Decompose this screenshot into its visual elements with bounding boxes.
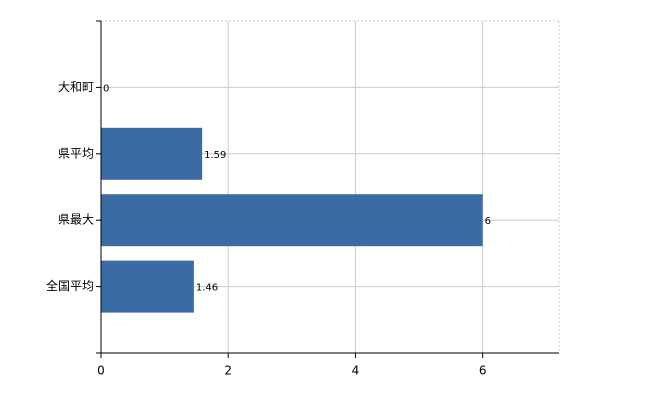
x-tick-label: 6 — [479, 364, 487, 378]
value-label: 6 — [485, 216, 491, 227]
x-tick-label: 0 — [97, 364, 105, 378]
y-tick-label: 県最大 — [58, 213, 94, 227]
x-tick-label: 2 — [224, 364, 232, 378]
y-tick-label: 県平均 — [58, 146, 94, 160]
bar — [101, 260, 194, 313]
value-label: 0 — [103, 83, 109, 94]
bar — [101, 194, 483, 247]
x-tick-label: 4 — [352, 364, 360, 378]
bar — [101, 127, 203, 180]
value-label: 1.59 — [204, 150, 226, 161]
value-label: 1.46 — [196, 283, 218, 294]
y-tick-label: 大和町 — [58, 80, 94, 94]
y-tick-label: 全国平均 — [46, 278, 94, 293]
